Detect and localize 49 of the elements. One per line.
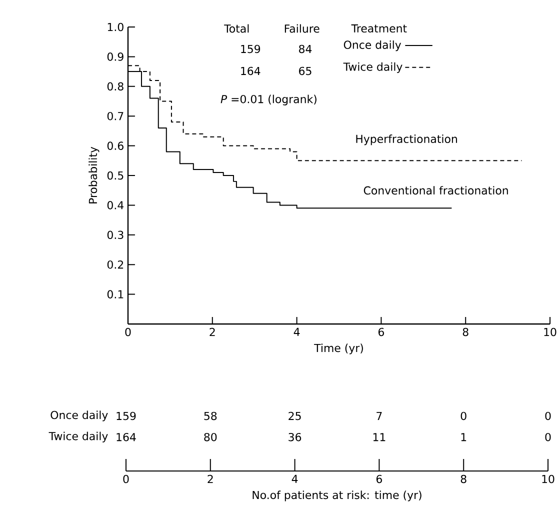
y-tick-label: 0.6 [107, 142, 124, 150]
x-tick-label: 4 [294, 328, 300, 336]
annotation: Treatment [351, 24, 407, 33]
y-tick-label: 0.1 [107, 290, 124, 298]
x-tick-label: 10 [544, 328, 556, 336]
x-axis-title: No.of patients at risk: time (yr) [252, 490, 422, 502]
data-label: 159 [116, 412, 136, 420]
annotation: 159 [241, 44, 260, 54]
data-label: 11 [373, 433, 386, 442]
legend-label: Twice daily [343, 62, 402, 74]
legend-label: Once daily [344, 40, 402, 52]
annotation: Hyperfractionation [356, 134, 457, 146]
data-label: 80 [204, 432, 217, 442]
data-label: 25 [288, 412, 301, 420]
x-tick-label: 6 [376, 474, 382, 484]
x-tick-label: 10 [542, 474, 554, 484]
x-tick-label: 4 [292, 474, 298, 483]
x-tick-label: 6 [378, 328, 384, 336]
data-label: 58 [204, 412, 217, 420]
annotation: 84 [299, 44, 312, 54]
x-tick-label: 0 [125, 328, 131, 336]
annotation: Conventional fractionation [364, 186, 508, 195]
y-tick-label: 0.4 [107, 201, 124, 210]
x-tick-label: 0 [123, 474, 129, 484]
y-tick-label: 0.3 [107, 230, 124, 240]
annotation: Total [224, 24, 249, 33]
y-tick-label: 0.9 [107, 52, 124, 61]
x-axis-title: Time (yr) [314, 344, 363, 354]
y-axis-title: Probability [88, 146, 100, 204]
y-tick-label: 0.2 [107, 260, 124, 269]
data-label: 164 [116, 432, 136, 442]
data-label: 36 [288, 432, 302, 442]
annotation: 164 [241, 66, 260, 76]
x-tick-label: 2 [208, 474, 213, 483]
data-label: 0 [545, 412, 551, 420]
data-label: 1 [461, 433, 466, 442]
data-label: 7 [376, 412, 382, 420]
y-tick-label: 1.0 [108, 22, 124, 32]
x-tick-label: 8 [460, 474, 466, 484]
annotation: Failure [284, 24, 320, 33]
x-tick-label: 8 [462, 328, 468, 336]
annotation: P =0.01 (logrank) [220, 94, 316, 106]
y-tick-label: 0.7 [107, 112, 124, 120]
y-tick-label: 0.8 [107, 82, 124, 91]
data-label: 0 [460, 412, 466, 420]
x-tick-label: 2 [210, 328, 215, 336]
annotation: 65 [299, 66, 312, 76]
data-label: 0 [545, 432, 551, 442]
y-tick-label: 0.5 [107, 171, 124, 180]
